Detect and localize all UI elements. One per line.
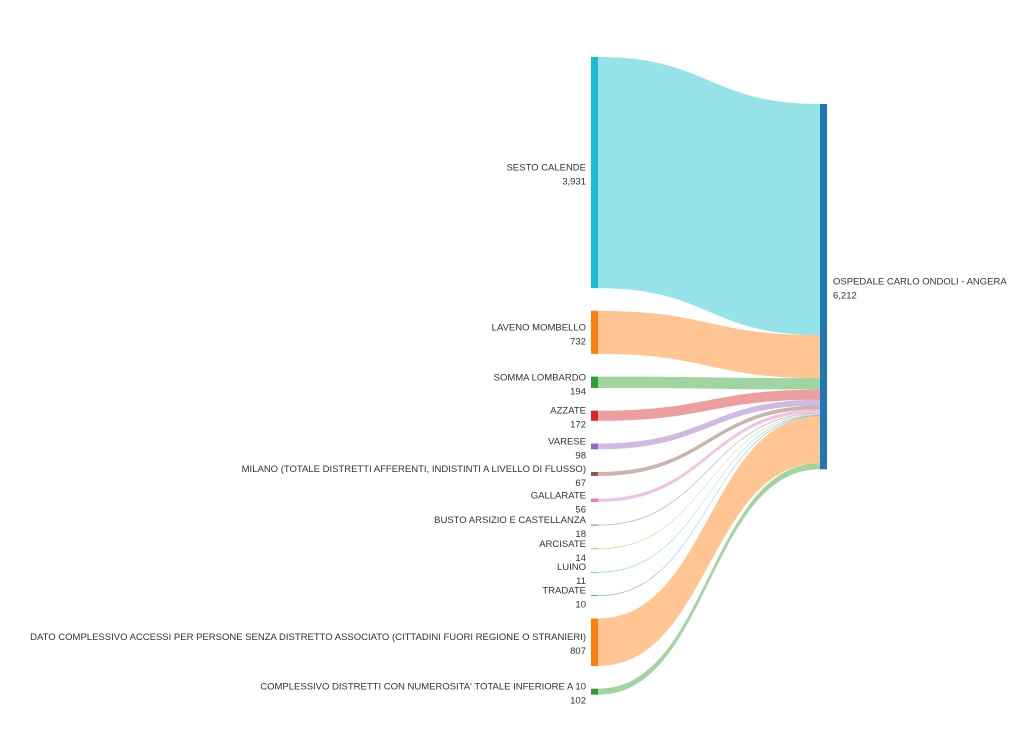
label-somma-lombardo: SOMMA LOMBARDO xyxy=(494,372,586,383)
flow-milano-totale-distretti-afferenti-indist[interactable] xyxy=(598,405,820,476)
node-luino[interactable] xyxy=(591,571,598,573)
flow-azzate[interactable] xyxy=(598,389,820,421)
value-milano-totale-distretti-afferenti-indist: 67 xyxy=(575,478,586,489)
nodes-layer xyxy=(591,57,827,695)
node-tradate[interactable] xyxy=(591,595,598,596)
label-varese: VARESE xyxy=(548,436,586,447)
flow-arcisate[interactable] xyxy=(598,413,820,550)
flow-gallarate[interactable] xyxy=(598,409,820,502)
flows-layer xyxy=(598,57,820,695)
value-ospedale-carlo-ondoli-angera: 6,212 xyxy=(833,291,857,302)
node-azzate[interactable] xyxy=(591,410,598,421)
value-dato-complessivo-accessi-per-persone-sen: 807 xyxy=(570,646,586,657)
label-laveno-mombello: LAVENO MOMBELLO xyxy=(492,322,586,333)
node-gallarate[interactable] xyxy=(591,498,598,502)
value-busto-arsizio-e-castellanza: 18 xyxy=(575,529,586,540)
node-arcisate[interactable] xyxy=(591,548,598,550)
label-sesto-calende: SESTO CALENDE xyxy=(506,163,586,174)
flow-dato-complessivo-accessi-per-persone-sen[interactable] xyxy=(598,415,820,666)
label-luino: LUINO xyxy=(557,562,586,573)
value-azzate: 172 xyxy=(570,420,586,431)
node-somma-lombardo[interactable] xyxy=(591,376,598,388)
label-dato-complessivo-accessi-per-persone-sen: DATO COMPLESSIVO ACCESSI PER PERSONE SEN… xyxy=(30,632,586,643)
node-busto-arsizio-e-castellanza[interactable] xyxy=(591,524,598,526)
flow-laveno-mombello[interactable] xyxy=(598,310,820,379)
label-complessivo-distretti-con-numerosita-tot: COMPLESSIVO DISTRETTI CON NUMEROSITA' TO… xyxy=(260,682,586,693)
value-varese: 98 xyxy=(575,450,586,461)
flow-complessivo-distretti-con-numerosita-tot[interactable] xyxy=(598,463,820,695)
value-tradate: 10 xyxy=(575,600,586,611)
node-varese[interactable] xyxy=(591,443,598,450)
flow-somma-lombardo[interactable] xyxy=(598,376,820,390)
node-complessivo-distretti-con-numerosita-tot[interactable] xyxy=(591,688,598,695)
node-laveno-mombello[interactable] xyxy=(591,310,598,354)
value-gallarate: 56 xyxy=(575,504,586,515)
flow-sesto-calende[interactable] xyxy=(598,57,820,336)
flow-luino[interactable] xyxy=(598,414,820,573)
flow-tradate[interactable] xyxy=(598,415,820,597)
node-milano-totale-distretti-afferenti-indist[interactable] xyxy=(591,471,598,476)
node-sesto-calende[interactable] xyxy=(591,57,598,289)
value-arcisate: 14 xyxy=(575,553,586,564)
value-somma-lombardo: 194 xyxy=(570,386,586,397)
label-arcisate: ARCISATE xyxy=(539,539,586,550)
value-sesto-calende: 3,931 xyxy=(562,177,586,188)
value-luino: 11 xyxy=(576,576,586,587)
label-ospedale-carlo-ondoli-angera: OSPEDALE CARLO ONDOLI - ANGERA xyxy=(833,277,1007,288)
label-gallarate: GALLARATE xyxy=(531,490,586,501)
node-dato-complessivo-accessi-per-persone-sen[interactable] xyxy=(591,618,598,666)
label-tradate: TRADATE xyxy=(542,586,586,597)
label-milano-totale-distretti-afferenti-indist: MILANO (TOTALE DISTRETTI AFFERENTI, INDI… xyxy=(242,464,586,475)
flow-busto-arsizio-e-castellanza[interactable] xyxy=(598,412,820,526)
value-laveno-mombello: 732 xyxy=(570,336,586,347)
label-busto-arsizio-e-castellanza: BUSTO ARSIZIO E CASTELLANZA xyxy=(434,515,587,526)
node-ospedale-carlo-ondoli-angera[interactable] xyxy=(820,104,827,470)
labels-layer: SESTO CALENDE 3,931 LAVENO MOMBELLO 732 SOMM… xyxy=(30,163,1007,707)
flow-varese[interactable] xyxy=(598,399,820,450)
label-azzate: AZZATE xyxy=(550,406,586,417)
value-complessivo-distretti-con-numerosita-tot: 102 xyxy=(570,696,586,707)
